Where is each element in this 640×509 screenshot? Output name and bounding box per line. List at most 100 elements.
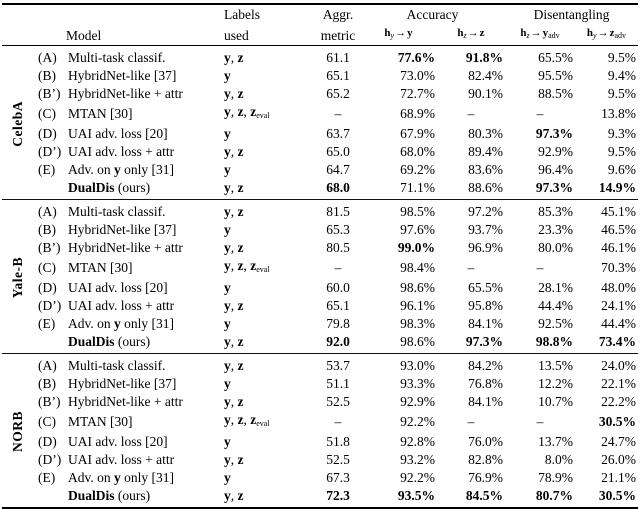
row-letter: (B’) [38, 86, 61, 101]
table-row: (D’) UAI adv. loss + attr y, z 65.1 96.1% 95.… [2, 297, 638, 315]
labels-used: y, z, zeval [224, 412, 270, 428]
header-group-row: Labels Aggr. Accuracy Disentangling [2, 4, 638, 24]
table-row: (D) UAI adv. loss [20] y 63.7 67.9% 80.3% 97.3… [2, 125, 638, 143]
model-name: HybridNet-like [37] [68, 222, 177, 237]
model-name: Adv. on y only [31] [68, 316, 174, 331]
labels-used: y [224, 434, 231, 449]
metric-value: 95.5% [538, 68, 573, 83]
metric-value: 93.7% [468, 222, 503, 237]
table-row: (D) UAI adv. loss [20] y 51.8 92.8% 76.0% 13.7… [2, 433, 638, 451]
table-row: (E) Adv. on y only [31] y 64.7 69.2% 83.6% 96.… [2, 161, 638, 179]
metric-value: 84.2% [468, 358, 503, 373]
labels-used: y, z [224, 298, 244, 313]
col-header-model: Model [66, 28, 102, 43]
row-letter: (B) [38, 68, 56, 83]
aggr-metric-value: – [334, 106, 342, 121]
labels-used: y, z [224, 180, 244, 195]
metric-value: 13.5% [538, 358, 573, 373]
metric-value: 13.7% [538, 434, 573, 449]
aggr-metric-value: 67.3 [326, 470, 350, 485]
metric-value: 82.4% [468, 68, 503, 83]
labels-used: y, z, zeval [224, 258, 270, 274]
metric-value: 67.9% [400, 126, 435, 141]
metric-value: 44.4% [538, 298, 573, 313]
metric-value: 71.1% [400, 180, 435, 195]
model-name: Adv. on y only [31] [68, 162, 174, 177]
metric-value: 93.5% [397, 488, 435, 503]
metric-value: 93.3% [400, 376, 435, 391]
metric-value: 28.1% [538, 280, 573, 295]
metric-value: 78.9% [538, 470, 573, 485]
metric-value: 73.4% [598, 334, 636, 349]
dataset-group-yale-b: Yale-B (A) Multi-task classif. y, z 81.5 98.5… [2, 199, 638, 354]
labels-used: y, z [224, 488, 244, 503]
aggr-metric-value: 72.3 [326, 488, 350, 503]
metric-value: 82.8% [468, 452, 503, 467]
aggr-metric-value: 63.7 [326, 126, 350, 141]
metric-value: 45.1% [601, 204, 636, 219]
model-name: HybridNet-like [37] [68, 376, 177, 391]
labels-used: y, z [224, 452, 244, 467]
metric-value: 98.8% [535, 334, 573, 349]
metric-value: 92.2% [400, 414, 435, 429]
metric-value: 84.1% [468, 316, 503, 331]
row-letter: (C) [38, 106, 56, 121]
model-name: Adv. on y only [31] [68, 470, 174, 485]
labels-used: y, z [224, 204, 244, 219]
metric-value: 73.0% [400, 68, 435, 83]
model-name: MTAN [30] [68, 106, 133, 121]
table-row: CelebA (A) Multi-task classif. y, z 61.1 77.6… [2, 46, 638, 147]
metric-value: 9.4% [607, 68, 636, 83]
dataset-label-text: NORB [9, 411, 25, 453]
row-letter: (A) [38, 358, 57, 373]
header-sub-row: Model used metric hy→y hz→z hz→yadv hy→z… [2, 24, 638, 46]
labels-used: y [224, 376, 231, 391]
labels-used: y, z [224, 144, 244, 159]
row-letter: (D’) [38, 452, 62, 467]
metric-value: 30.5% [598, 488, 636, 503]
metric-value: 9.5% [607, 144, 636, 159]
labels-used: y, z [224, 50, 244, 65]
row-letter [32, 333, 66, 354]
metric-value: 76.9% [468, 470, 503, 485]
metric-value: 21.1% [601, 470, 636, 485]
row-letter: (B’) [38, 394, 61, 409]
aggr-metric-value: 64.7 [326, 162, 350, 177]
labels-used: y, z [224, 86, 244, 101]
aggr-metric-value: 52.5 [326, 394, 350, 409]
metric-value: 46.5% [601, 222, 636, 237]
aggr-metric-value: 53.7 [326, 358, 350, 373]
metric-value: 76.0% [468, 434, 503, 449]
metric-value: 97.6% [400, 222, 435, 237]
metric-value: 84.5% [465, 488, 503, 503]
aggr-metric-value: 68.0 [326, 180, 350, 195]
metric-value: 26.0% [601, 452, 636, 467]
metric-value: 96.9% [468, 240, 503, 255]
metric-value: 13.8% [601, 106, 636, 121]
metric-value: 65.5% [468, 280, 503, 295]
metric-value: 65.5% [538, 50, 573, 65]
metric-value: – [467, 260, 475, 275]
table-row: (E) Adv. on y only [31] y 79.8 98.3% 84.1% 92.… [2, 315, 638, 333]
table-row: (B’) HybridNet-like + attr y, z 80.5 99.0% 96… [2, 239, 638, 257]
metric-value: 96.4% [538, 162, 573, 177]
metric-value: 22.1% [601, 376, 636, 391]
metric-value: 92.9% [400, 394, 435, 409]
table-row: (D’) UAI adv. loss + attr y, z 65.0 68.0% 89.… [2, 143, 638, 161]
dataset-group-celeba: CelebA (A) Multi-task classif. y, z 61.1 77.6… [2, 45, 638, 200]
table-row: (D’) UAI adv. loss + attr y, z 52.5 93.2% 82.… [2, 451, 638, 469]
metric-value: 84.1% [468, 394, 503, 409]
table-row: (B) HybridNet-like [37] y 65.1 73.0% 82.4% 95.… [2, 67, 638, 85]
col-group-disentangling: Disentangling [533, 7, 610, 22]
metric-value: 93.0% [400, 358, 435, 373]
model-name: HybridNet-like + attr [68, 394, 183, 409]
labels-used: y [224, 222, 231, 237]
model-name: MTAN [30] [68, 414, 133, 429]
table-row: DualDis (ours) y, z 92.0 98.6% 97.3% 98.8% 73.… [2, 333, 638, 354]
metric-value: 68.9% [400, 106, 435, 121]
metric-value: – [536, 106, 544, 121]
aggr-metric-value: 65.1 [326, 298, 350, 313]
table-header: Labels Aggr. Accuracy Disentangling Mode… [2, 4, 638, 46]
table-row: (B) HybridNet-like [37] y 65.3 97.6% 93.7% 23.… [2, 221, 638, 239]
model-name: UAI adv. loss [20] [68, 434, 168, 449]
